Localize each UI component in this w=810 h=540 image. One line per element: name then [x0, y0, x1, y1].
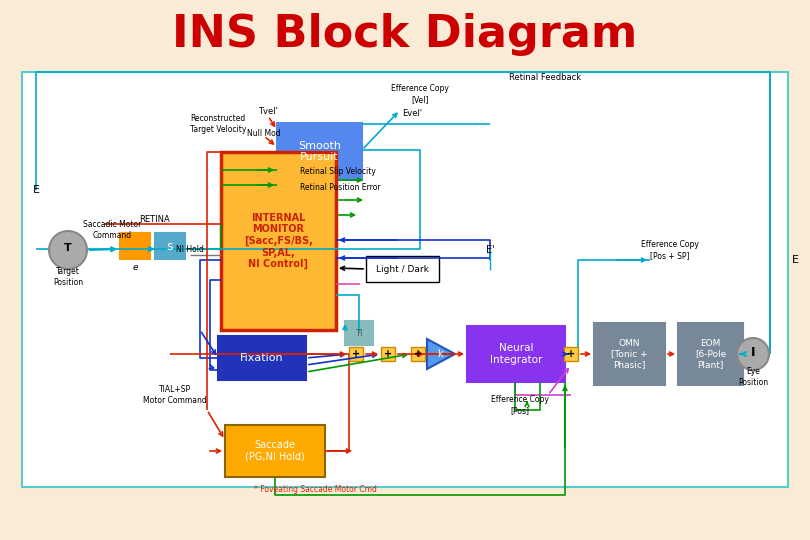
Text: Evel': Evel': [402, 109, 422, 118]
FancyBboxPatch shape: [277, 123, 362, 180]
Text: E: E: [791, 255, 799, 265]
Circle shape: [49, 231, 87, 269]
Text: +: +: [567, 349, 575, 359]
Text: NI Hold: NI Hold: [176, 246, 204, 254]
FancyBboxPatch shape: [225, 425, 325, 477]
Text: OMN
[Tonic +
Phasic]: OMN [Tonic + Phasic]: [612, 339, 648, 369]
FancyBboxPatch shape: [594, 323, 665, 385]
FancyBboxPatch shape: [155, 233, 185, 259]
Text: TI: TI: [356, 328, 363, 338]
Text: +: +: [352, 349, 360, 359]
FancyBboxPatch shape: [381, 347, 395, 361]
Text: TIAL+SP
Motor Command: TIAL+SP Motor Command: [143, 386, 207, 404]
Text: +: +: [384, 349, 392, 359]
Text: Retinal Slip Velocity: Retinal Slip Velocity: [300, 167, 376, 177]
Text: Retinal Feedback: Retinal Feedback: [509, 72, 581, 82]
Text: * Foveating Saccade Motor Cmd: * Foveating Saccade Motor Cmd: [254, 485, 377, 495]
Text: Retinal Position Error: Retinal Position Error: [300, 184, 381, 192]
Text: +: +: [414, 349, 422, 359]
Polygon shape: [427, 339, 455, 369]
Text: E: E: [32, 185, 40, 195]
Text: Efference Copy
[Pos]: Efference Copy [Pos]: [491, 395, 549, 415]
Text: Light / Dark: Light / Dark: [376, 265, 429, 273]
FancyBboxPatch shape: [349, 347, 363, 361]
Text: T: T: [64, 243, 72, 253]
FancyBboxPatch shape: [411, 347, 425, 361]
Text: Eye
Position: Eye Position: [738, 367, 768, 387]
FancyBboxPatch shape: [120, 233, 150, 259]
FancyBboxPatch shape: [345, 321, 373, 345]
Text: Saccade
(PG,NI Hold): Saccade (PG,NI Hold): [245, 440, 305, 462]
Text: Saccadic Motor
Command: Saccadic Motor Command: [83, 220, 141, 240]
FancyBboxPatch shape: [366, 256, 439, 282]
Text: Target
Position: Target Position: [53, 267, 83, 287]
Text: Fixation: Fixation: [241, 353, 284, 363]
FancyBboxPatch shape: [221, 152, 336, 330]
Text: e: e: [132, 264, 138, 273]
Text: I: I: [751, 346, 755, 359]
Text: RETINA: RETINA: [139, 215, 170, 225]
Text: k: k: [437, 349, 443, 359]
FancyBboxPatch shape: [218, 336, 306, 380]
FancyBboxPatch shape: [564, 347, 578, 361]
Text: E': E': [486, 245, 494, 255]
Text: INTERNAL
MONITOR
[Sacc,FS/BS,
SP,AL,
NI Control]: INTERNAL MONITOR [Sacc,FS/BS, SP,AL, NI …: [244, 213, 313, 269]
Text: s: s: [167, 240, 173, 253]
Text: Neural
Integrator: Neural Integrator: [490, 343, 542, 365]
Text: Null Mod: Null Mod: [247, 129, 281, 138]
FancyBboxPatch shape: [22, 72, 788, 487]
FancyBboxPatch shape: [467, 326, 565, 382]
Text: Tvel': Tvel': [258, 107, 278, 117]
Text: INS Block Diagram: INS Block Diagram: [173, 14, 637, 57]
Text: Efference Copy
[Vel]: Efference Copy [Vel]: [391, 84, 449, 104]
Text: Reconstructed
Target Velocity: Reconstructed Target Velocity: [190, 114, 246, 134]
FancyBboxPatch shape: [678, 323, 743, 385]
Circle shape: [737, 338, 769, 370]
Text: EOM
[6-Pole
Plant]: EOM [6-Pole Plant]: [695, 339, 726, 369]
Text: Smooth
Pursuit: Smooth Pursuit: [298, 141, 341, 163]
Text: Efference Copy
[Pos + SP]: Efference Copy [Pos + SP]: [641, 240, 699, 260]
